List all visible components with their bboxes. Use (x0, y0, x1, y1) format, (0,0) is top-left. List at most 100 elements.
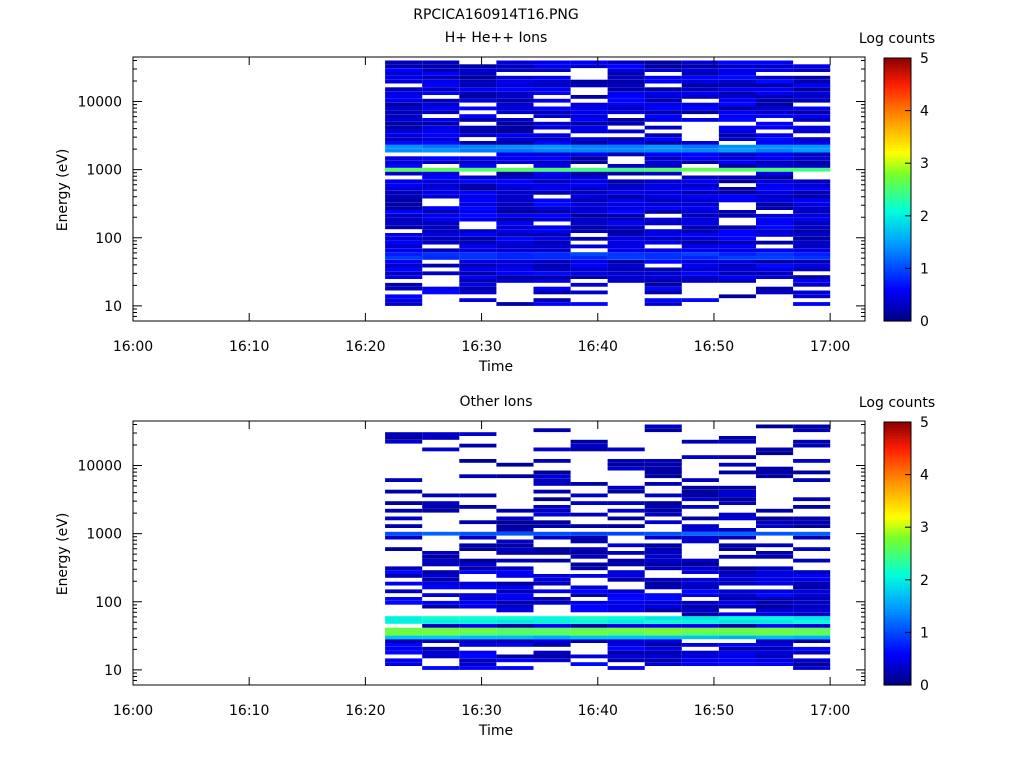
colorbar-segment (884, 464, 911, 468)
heatmap-cell (607, 485, 645, 490)
heatmap-cell (756, 137, 794, 141)
heatmap-cell (718, 623, 756, 628)
heatmap-cell (681, 236, 719, 241)
x-tick-label: 16:00 (113, 703, 153, 719)
heatmap-cell (570, 175, 608, 180)
y-tick-label: 1000 (86, 163, 122, 179)
heatmap-cell (570, 547, 608, 551)
heatmap-cell (385, 581, 423, 586)
heatmap-cell (718, 643, 756, 647)
colorbar-tick-label: 4 (920, 468, 929, 484)
heatmap-cell (644, 493, 682, 498)
heatmap-cell (570, 566, 608, 571)
heatmap-cell (644, 616, 682, 620)
heatmap-cell (533, 106, 571, 111)
heatmap-cell (607, 244, 645, 249)
heatmap-cell (570, 160, 608, 164)
heatmap-cell (607, 466, 645, 471)
heatmap-cell (644, 133, 682, 138)
heatmap-cell (533, 512, 571, 517)
colorbar-segment (884, 514, 911, 518)
heatmap-cell (644, 654, 682, 659)
heatmap-cell (756, 83, 794, 88)
heatmap-cell (385, 190, 423, 195)
heatmap-cell (385, 252, 423, 256)
y-axis: 10 100 1000 10000 (77, 59, 865, 322)
heatmap-cell (533, 79, 571, 84)
heatmap-cell (422, 175, 460, 180)
heatmap-cell (496, 98, 534, 103)
heatmap-cell (422, 593, 460, 597)
heatmap-cell (459, 520, 497, 525)
colorbar-segment (884, 477, 911, 481)
heatmap-cell (681, 662, 719, 666)
colorbar-segment (884, 490, 911, 494)
colorbar-segment (884, 571, 911, 576)
colorbar-segment (884, 592, 911, 597)
colorbar-tick-label: 0 (920, 678, 929, 694)
heatmap-cell (422, 558, 460, 563)
heatmap-cell (718, 75, 756, 80)
colorbar-segment (884, 239, 911, 243)
colorbar-segment (884, 682, 911, 686)
heatmap-cell (793, 535, 831, 540)
colorbar-segment (884, 284, 911, 288)
colorbar-tick-label: 2 (920, 209, 929, 225)
heatmap-cell (422, 570, 460, 574)
heatmap-cell (533, 202, 571, 207)
colorbar-tick-label: 2 (920, 573, 929, 589)
heatmap-cell (718, 175, 756, 180)
colorbar-segment (884, 456, 911, 460)
heatmap-cell (644, 148, 682, 153)
heatmap-cell (570, 114, 608, 118)
heatmap-cell (533, 627, 571, 632)
heatmap-cell (533, 259, 571, 264)
heatmap-cell (681, 455, 719, 459)
heatmap-cell (422, 72, 460, 76)
heatmap-cell (756, 466, 794, 471)
heatmap-cell (681, 275, 719, 279)
colorbar-segment (884, 508, 911, 513)
heatmap-cell (793, 302, 831, 306)
heatmap-cell (793, 229, 831, 233)
heatmap-cell (718, 439, 756, 444)
heatmap-cell (496, 79, 534, 84)
heatmap-cell (570, 95, 608, 99)
colorbar-segment (884, 89, 911, 93)
heatmap-cell (496, 144, 534, 149)
heatmap-cell (496, 259, 534, 264)
heatmap-cell (756, 167, 794, 172)
heatmap-cell (570, 554, 608, 559)
panel-other-ions: Other Ions 16:00 16:10 16:20 16:30 16:40 16:5… (55, 394, 935, 739)
heatmap-cell (570, 439, 608, 444)
heatmap-cell (644, 604, 682, 609)
heatmap-cell (607, 279, 645, 283)
heatmap-cell (718, 635, 756, 640)
heatmap-cell (459, 298, 497, 302)
heatmap-cell (385, 294, 423, 299)
heatmap-cell (793, 144, 831, 149)
heatmap-cell (570, 263, 608, 268)
colorbar-segment (884, 648, 911, 652)
colorbar-segment (884, 437, 911, 442)
heatmap-cell (385, 547, 423, 551)
heatmap-cell (793, 612, 831, 617)
heatmap-cell (496, 225, 534, 230)
heatmap-cell (496, 574, 534, 578)
heatmap-cell (793, 608, 831, 613)
heatmap-cell (570, 190, 608, 195)
heatmap-cell (718, 620, 756, 624)
heatmap-cell (756, 543, 794, 548)
heatmap-cell (756, 290, 794, 295)
colorbar-segment (884, 553, 911, 557)
heatmap-cell (718, 470, 756, 475)
heatmap-cell (459, 623, 497, 628)
heatmap-cell (644, 240, 682, 245)
heatmap-cell (385, 478, 423, 482)
heatmap-cell (422, 137, 460, 141)
colorbar-segment (884, 461, 911, 465)
heatmap-cell (793, 87, 831, 92)
heatmap-cell (533, 497, 571, 502)
heatmap-cell (422, 666, 460, 670)
colorbar-segment (884, 257, 911, 262)
